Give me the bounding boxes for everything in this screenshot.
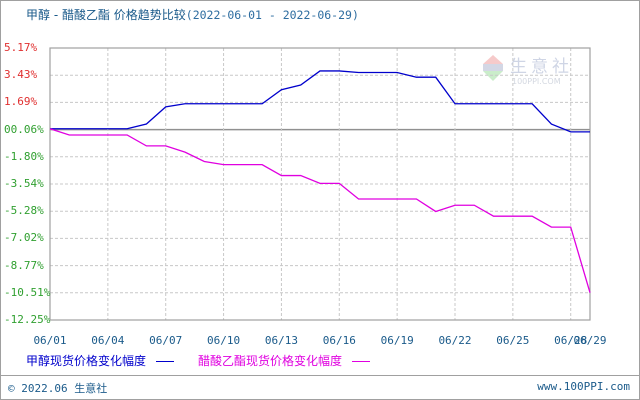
svg-text:生意社: 生意社 bbox=[510, 57, 573, 77]
legend-item-methanol: 甲醇现货价格变化幅度 bbox=[26, 352, 174, 369]
y-tick-label: 5.17% bbox=[4, 41, 38, 54]
x-tick-label: 06/10 bbox=[207, 334, 241, 347]
y-tick-label: -1.80% bbox=[4, 149, 44, 163]
x-tick-label: 06/25 bbox=[496, 334, 530, 347]
y-tick-label: -7.02% bbox=[4, 231, 44, 245]
footer-copyright: © 2022.06 生意社 bbox=[8, 382, 108, 395]
x-tick-label: 06/07 bbox=[149, 334, 183, 347]
x-tick-label: 06/04 bbox=[91, 334, 125, 347]
footer-divider bbox=[0, 375, 640, 376]
legend-label-methanol: 甲醇现货价格变化幅度 bbox=[26, 354, 147, 368]
footer-site-link[interactable]: www.100PPI.com bbox=[537, 380, 630, 393]
chart-date-range: (2022-06-01 - 2022-06-29) bbox=[185, 8, 359, 22]
x-tick-label: 06/22 bbox=[438, 334, 472, 347]
legend-item-ethyl-acetate: 醋酸乙酯现货价格变化幅度 bbox=[198, 352, 370, 369]
series-line-ethyl-acetate bbox=[49, 128, 591, 293]
x-tick-label: 06/29 bbox=[573, 334, 607, 347]
y-tick-label: 1.69% bbox=[4, 95, 38, 109]
y-tick-label: 00.06% bbox=[4, 122, 44, 136]
y-tick-label: 3.43% bbox=[4, 68, 38, 82]
y-tick-label: -8.77% bbox=[4, 258, 44, 272]
x-tick-label: 06/13 bbox=[264, 334, 298, 347]
chart-title: 甲醇 - 醋酸乙酯 价格趋势比较(2022-06-01 - 2022-06-29… bbox=[26, 6, 359, 23]
y-tick-label: -5.28% bbox=[4, 204, 44, 218]
y-tick-label: -12.25% bbox=[4, 313, 51, 326]
series-line-methanol bbox=[50, 70, 590, 133]
y-tick-label: -3.54% bbox=[4, 177, 44, 190]
y-tick-label: -10.51% bbox=[4, 285, 51, 299]
plot-border bbox=[49, 47, 591, 321]
x-tick-label: 06/16 bbox=[322, 334, 356, 347]
x-tick-label: 06/19 bbox=[380, 334, 414, 347]
chart-title-main: 甲醇 - 醋酸乙酯 价格趋势比较 bbox=[26, 8, 186, 22]
x-tick-label: 06/28 bbox=[554, 334, 588, 347]
legend-line-icon bbox=[351, 361, 370, 362]
svg-text:100PPI.COM: 100PPI.COM bbox=[512, 77, 561, 86]
legend-label-ethyl-acetate: 醋酸乙酯现货价格变化幅度 bbox=[198, 354, 343, 368]
legend-line-icon bbox=[155, 361, 174, 362]
x-tick-label: 06/01 bbox=[33, 334, 67, 347]
